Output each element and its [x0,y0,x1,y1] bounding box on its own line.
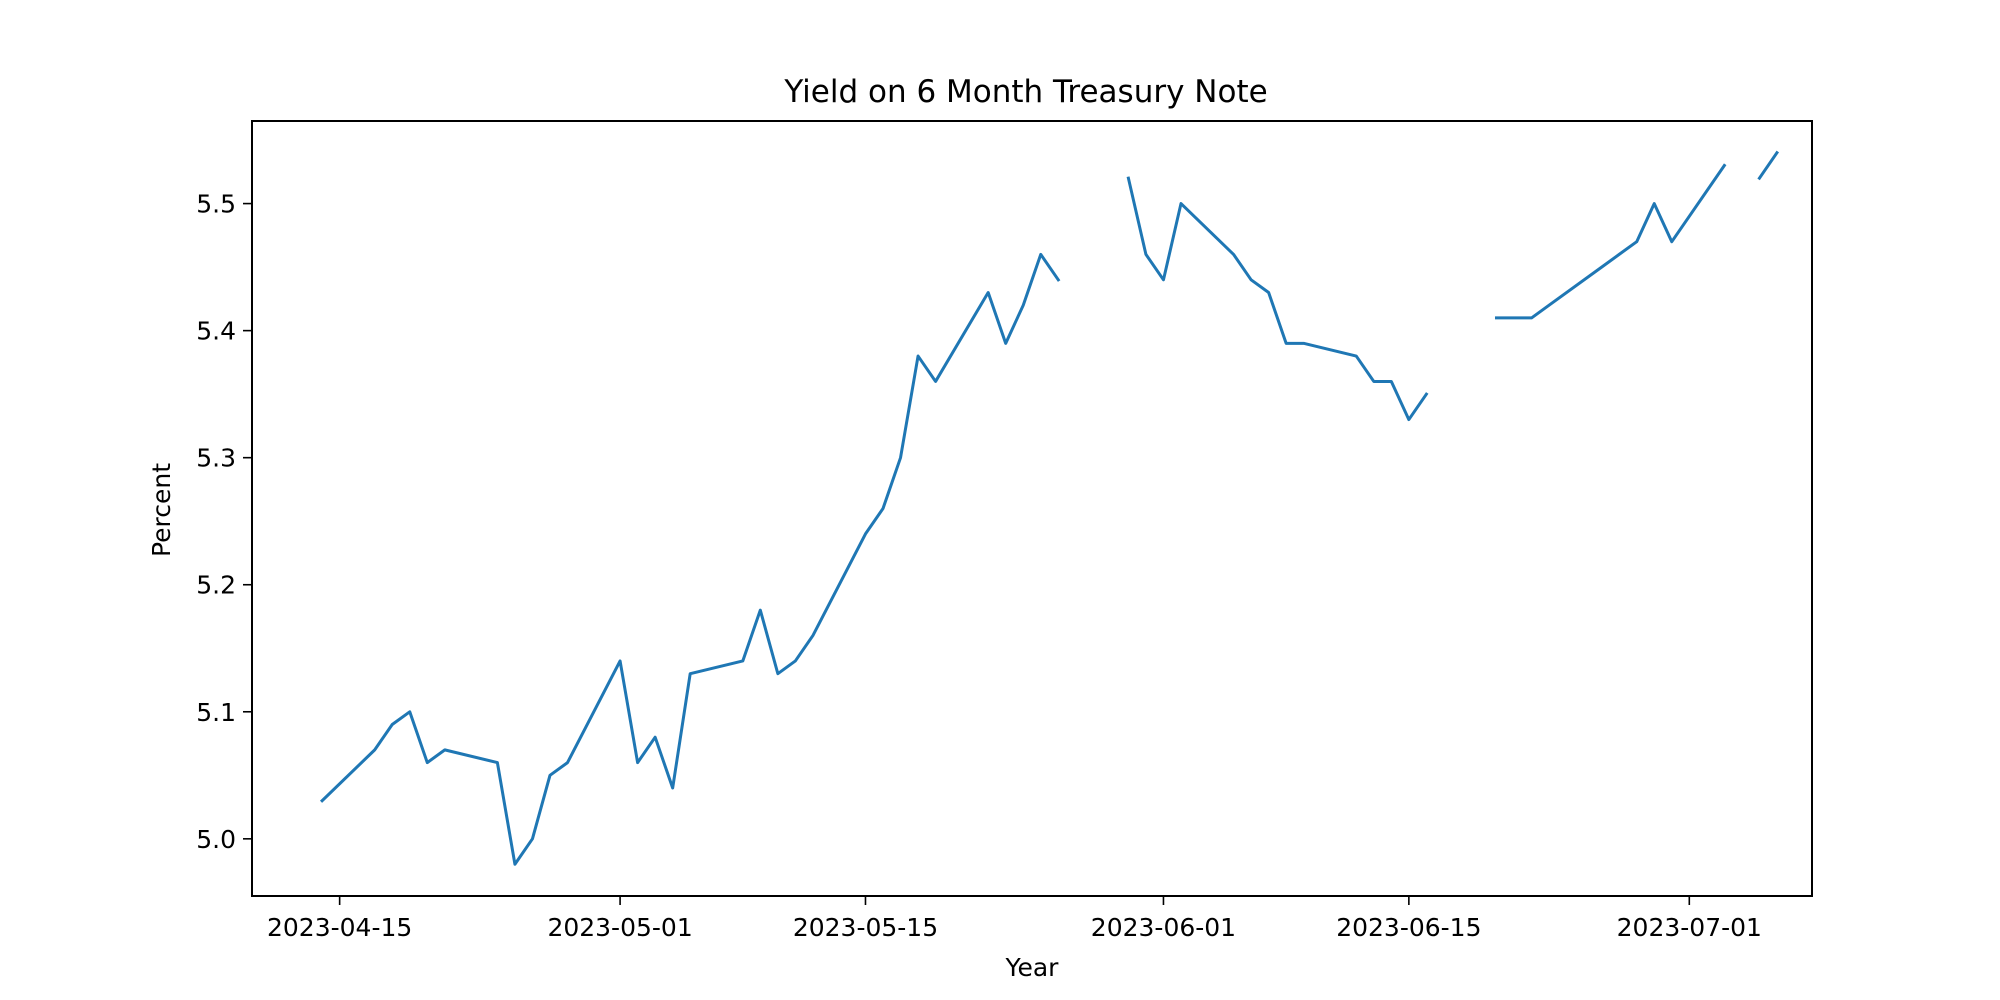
series-line-segment [1126,176,1429,422]
x-tick-label: 2023-06-01 [1091,913,1236,942]
y-tick-label: 5.1 [196,698,236,727]
x-tick-label: 2023-04-15 [267,913,412,942]
x-tick-label: 2023-07-01 [1617,913,1762,942]
x-tick-label: 2023-05-01 [547,913,692,942]
series-layer [319,150,1780,866]
series-line-segment [319,252,1061,866]
y-tick-label: 5.5 [196,190,236,219]
chart-title: Yield on 6 Month Treasury Note [783,74,1267,110]
x-tick-label: 2023-05-15 [793,913,938,942]
y-tick-label: 5.3 [196,444,236,473]
plot-frame [251,120,1813,897]
x-axis-label: Year [1005,953,1060,982]
y-axis-label: Percent [147,463,176,557]
y-tick-label: 5.0 [196,825,236,854]
y-tick-label: 5.4 [196,317,236,346]
x-tick-label: 2023-06-15 [1336,913,1481,942]
series-line-segment [1494,163,1727,320]
x-axis-ticks: 2023-04-15 2023-05-01 2023-05-15 2023-06-01… [267,896,1762,942]
y-axis-ticks: 5.0 5.1 5.2 5.3 5.4 5.5 [196,190,252,854]
y-tick-label: 5.2 [196,571,236,600]
series-line-segment [1757,150,1780,181]
